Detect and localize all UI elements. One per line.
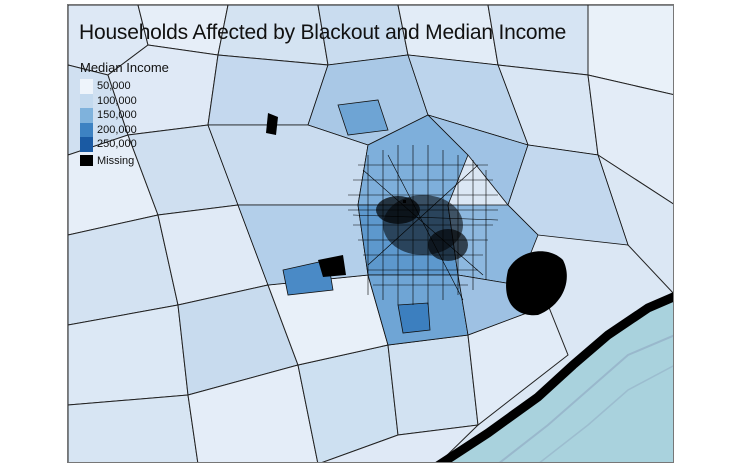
legend-swatch xyxy=(80,93,93,108)
legend-missing-label: Missing xyxy=(97,154,135,167)
legend-item: 200,000 xyxy=(80,122,169,137)
bay-channel-2 xyxy=(539,365,673,462)
legend-missing-item: Missing xyxy=(80,154,169,169)
legend-missing-swatch xyxy=(80,155,93,167)
legend-swatch xyxy=(80,137,93,152)
choropleth-map xyxy=(68,5,673,462)
legend-label: 250,000 xyxy=(97,138,137,151)
map-title: Households Affected by Blackout and Medi… xyxy=(79,21,567,44)
blackout-areas xyxy=(266,113,567,316)
legend-swatch xyxy=(80,108,93,123)
legend-item: 250,000 xyxy=(80,137,169,152)
legend-label: 50,000 xyxy=(97,80,131,93)
legend-item: 150,000 xyxy=(80,108,169,123)
legend: Median Income 50,000 100,000 150,000 200… xyxy=(80,60,169,168)
legend-label: 200,000 xyxy=(97,123,137,136)
legend-title: Median Income xyxy=(80,60,169,75)
map-panel xyxy=(67,4,674,463)
coastline xyxy=(435,292,673,462)
legend-item: 50,000 xyxy=(80,79,169,94)
legend-swatch xyxy=(80,79,93,94)
legend-item: 100,000 xyxy=(80,93,169,108)
rural-tracts xyxy=(68,5,673,462)
bay-channel xyxy=(498,334,673,462)
legend-swatch xyxy=(80,122,93,137)
legend-label: 150,000 xyxy=(97,109,137,122)
legend-label: 100,000 xyxy=(97,94,137,107)
